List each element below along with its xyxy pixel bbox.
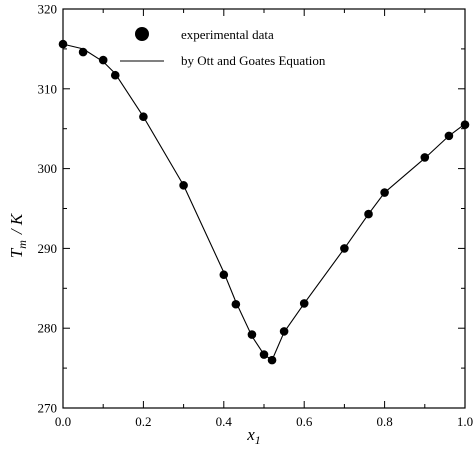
plot-frame [62,8,466,409]
y-tick-label: 290 [38,241,58,256]
x-tick-label: 1.0 [457,414,473,429]
data-point [444,131,454,141]
data-point [139,112,148,122]
data-point [98,55,108,65]
legend-label-experimental: experimental data [181,27,274,42]
data-point [340,244,349,253]
y-axis-label-sub: m [15,240,29,249]
y-tick-label: 300 [38,161,58,176]
x-tick-label: 0.0 [55,414,71,429]
x-tick-label: 0.6 [296,414,313,429]
x-axis-label: x1 [246,425,261,447]
y-axis-label-unit: / K [7,212,26,235]
data-point [420,153,430,162]
data-point [78,47,88,57]
data-point [380,188,389,197]
x-axis-label-sub: 1 [255,433,261,447]
data-point [231,299,241,309]
x-tick-label: 0.4 [216,414,233,429]
data-point [279,327,289,336]
data-point [259,350,269,359]
y-axis-label: Tm / K [7,212,29,258]
y-tick-label: 270 [38,401,58,416]
y-axis-label-main: T [7,247,26,258]
data-point [299,299,309,308]
y-tick-label: 310 [38,81,58,96]
y-tick-label: 280 [38,321,58,336]
data-point [267,355,277,365]
x-axis-label-main: x [246,425,255,444]
data-point [179,181,188,190]
data-point [364,209,373,219]
tick-labels-layer: 0.0 0.2 0.4 0.6 0.8 1.0 270 280 290 300 310 320 [38,2,474,430]
legend-marker-experimental [135,27,149,41]
y-tick-label: 320 [38,2,58,17]
x-tick-label: 0.8 [376,414,392,429]
data-point [247,330,257,339]
x-tick-label: 0.2 [135,414,151,429]
legend: experimental data by Ott and Goates Equa… [120,27,326,68]
data-point [219,270,229,280]
data-point [110,70,120,80]
legend-label-fit: by Ott and Goates Equation [181,53,326,68]
